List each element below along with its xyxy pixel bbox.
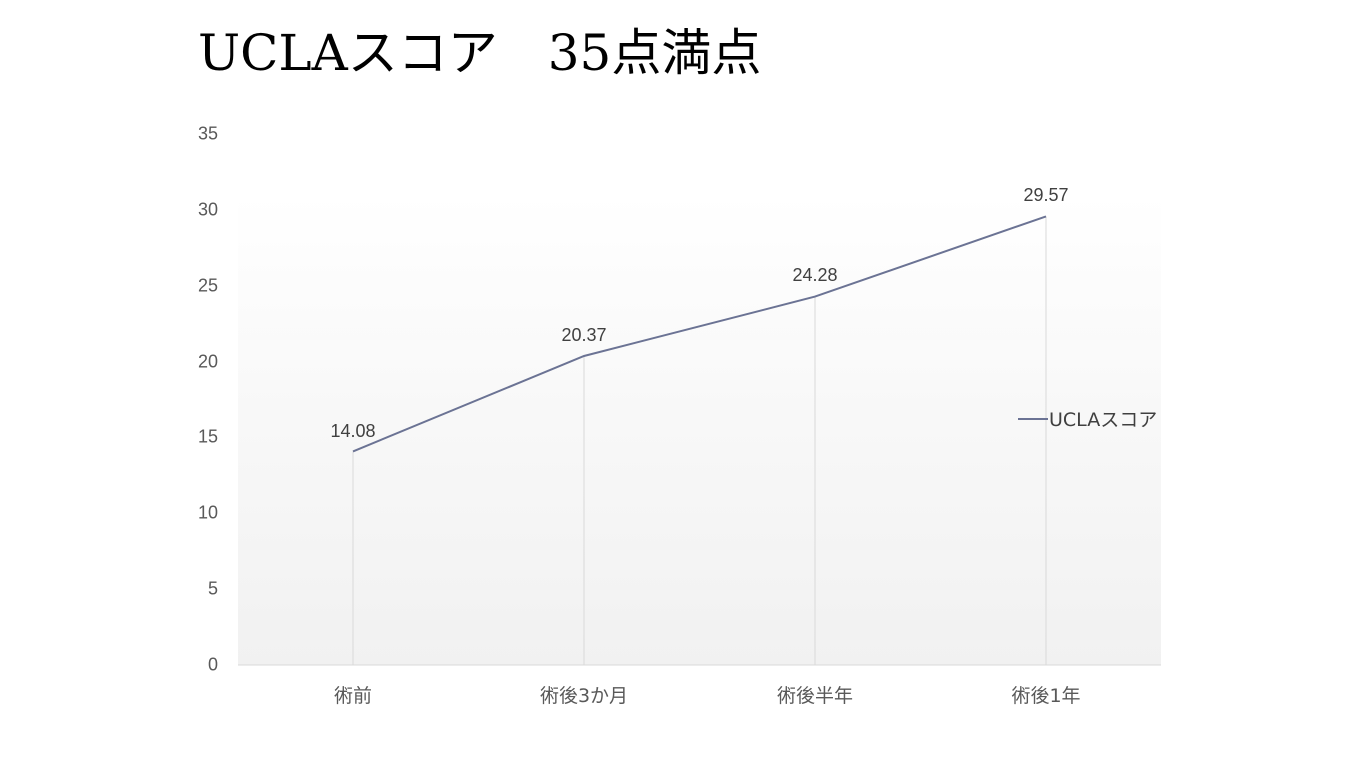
series-line-ucla <box>352 215 1047 453</box>
plot-area <box>238 194 1161 665</box>
y-tick: 25 <box>197 275 218 296</box>
legend: UCLAスコア <box>1018 405 1157 432</box>
data-label: 24.28 <box>792 265 838 285</box>
legend-label: UCLAスコア <box>1049 409 1158 431</box>
slide-title: UCLAスコア 35点満点 <box>198 24 762 82</box>
data-label: 29.57 <box>1023 185 1069 205</box>
y-tick: 5 <box>207 578 218 599</box>
legend-line-icon <box>1018 417 1048 420</box>
drop-lines <box>352 216 1047 665</box>
y-tick: 30 <box>197 199 218 220</box>
data-label: 14.08 <box>330 421 376 441</box>
y-tick: 10 <box>197 502 218 523</box>
y-tick: 35 <box>197 123 218 144</box>
x-tick: 術後半年 <box>776 685 854 707</box>
x-tick: 術前 <box>333 685 373 707</box>
data-label: 20.37 <box>561 325 607 345</box>
x-tick: 術後3か月 <box>539 685 629 707</box>
y-tick: 0 <box>207 654 218 675</box>
y-tick: 20 <box>197 351 218 372</box>
x-tick: 術後1年 <box>1011 685 1081 707</box>
y-tick: 15 <box>197 426 218 447</box>
